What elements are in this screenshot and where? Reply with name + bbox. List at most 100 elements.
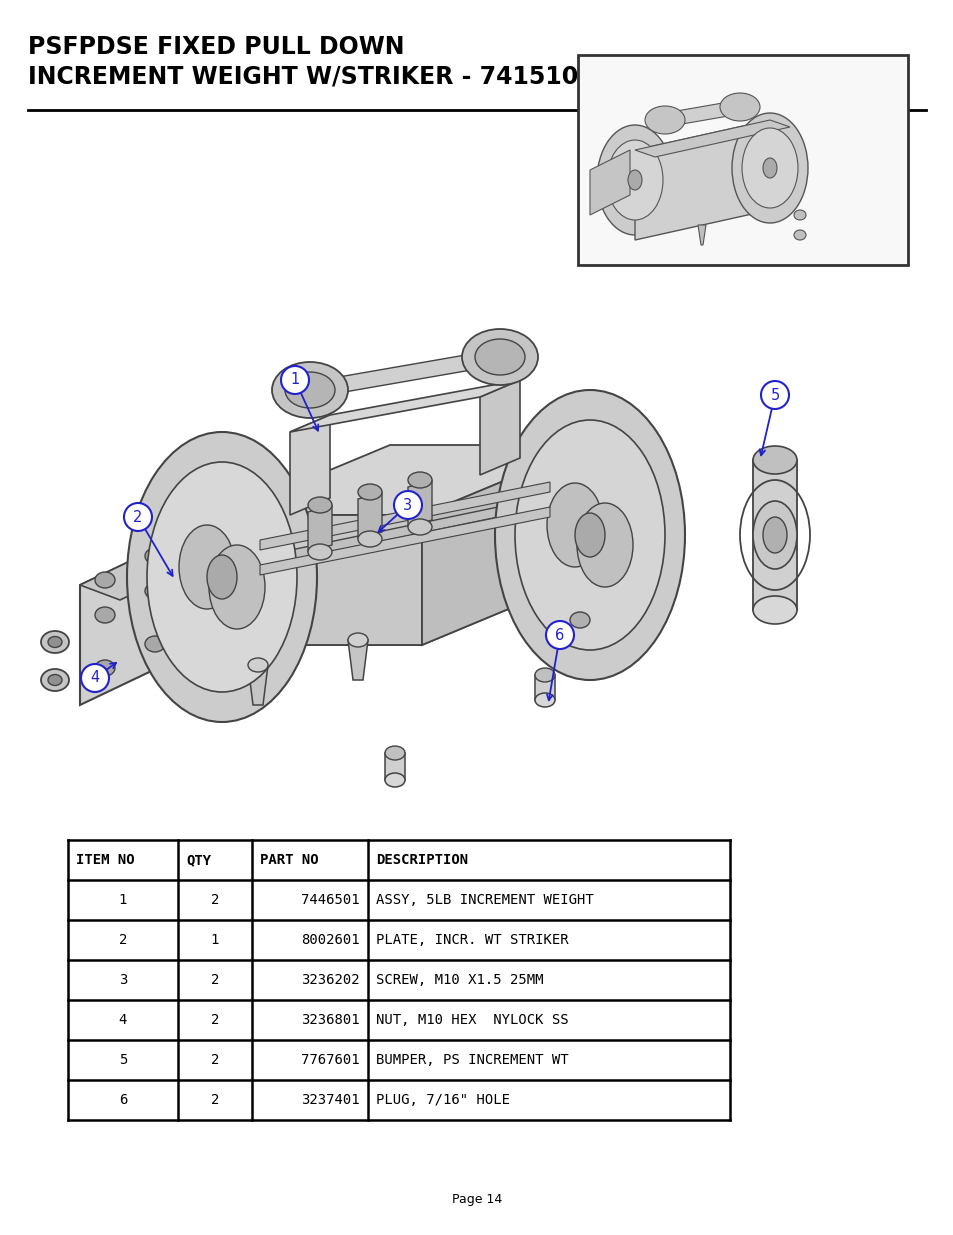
Ellipse shape xyxy=(577,503,633,587)
Ellipse shape xyxy=(207,555,236,599)
Text: 2: 2 xyxy=(211,1053,219,1067)
FancyBboxPatch shape xyxy=(578,56,907,266)
Ellipse shape xyxy=(145,548,165,564)
Polygon shape xyxy=(698,225,705,245)
Polygon shape xyxy=(752,459,796,610)
Text: QTY: QTY xyxy=(186,853,211,867)
Circle shape xyxy=(394,492,421,519)
Ellipse shape xyxy=(209,545,265,629)
Ellipse shape xyxy=(495,390,684,680)
Text: 1: 1 xyxy=(211,932,219,947)
Text: INCREMENT WEIGHT W/STRIKER - 7415101: INCREMENT WEIGHT W/STRIKER - 7415101 xyxy=(28,65,594,89)
Ellipse shape xyxy=(95,659,115,676)
Ellipse shape xyxy=(95,606,115,622)
Ellipse shape xyxy=(357,531,381,547)
Polygon shape xyxy=(222,515,421,645)
Polygon shape xyxy=(589,149,629,215)
Polygon shape xyxy=(535,676,555,700)
Polygon shape xyxy=(348,640,368,680)
Ellipse shape xyxy=(720,93,760,121)
Ellipse shape xyxy=(741,128,797,207)
Polygon shape xyxy=(222,576,589,645)
Ellipse shape xyxy=(461,329,537,385)
Polygon shape xyxy=(80,535,185,705)
Polygon shape xyxy=(421,445,589,645)
Circle shape xyxy=(81,664,109,692)
Polygon shape xyxy=(408,480,432,527)
Ellipse shape xyxy=(475,338,524,375)
Text: NUT, M10 HEX  NYLOCK SS: NUT, M10 HEX NYLOCK SS xyxy=(375,1013,568,1028)
Text: 3237401: 3237401 xyxy=(301,1093,359,1107)
Circle shape xyxy=(281,366,309,394)
Polygon shape xyxy=(479,380,519,475)
Text: 3236801: 3236801 xyxy=(301,1013,359,1028)
Ellipse shape xyxy=(535,668,555,682)
Ellipse shape xyxy=(41,631,69,653)
Ellipse shape xyxy=(515,420,664,650)
Circle shape xyxy=(124,503,152,531)
Text: 2: 2 xyxy=(133,510,143,525)
Polygon shape xyxy=(260,508,550,576)
Ellipse shape xyxy=(357,484,381,500)
Ellipse shape xyxy=(348,634,368,647)
Text: 1: 1 xyxy=(119,893,127,906)
Ellipse shape xyxy=(385,773,405,787)
Ellipse shape xyxy=(627,170,641,190)
Ellipse shape xyxy=(41,669,69,692)
Text: 7767601: 7767601 xyxy=(301,1053,359,1067)
Ellipse shape xyxy=(606,140,662,220)
Polygon shape xyxy=(222,445,589,515)
Polygon shape xyxy=(635,120,769,240)
Ellipse shape xyxy=(575,513,604,557)
Text: 8002601: 8002601 xyxy=(301,932,359,947)
Ellipse shape xyxy=(385,746,405,760)
Ellipse shape xyxy=(308,543,332,559)
Text: 6: 6 xyxy=(555,627,564,642)
Polygon shape xyxy=(290,380,519,432)
Ellipse shape xyxy=(179,525,234,609)
Text: PART NO: PART NO xyxy=(260,853,318,867)
Ellipse shape xyxy=(752,446,796,474)
Text: 3: 3 xyxy=(119,973,127,987)
Ellipse shape xyxy=(752,501,796,569)
Ellipse shape xyxy=(147,462,296,692)
Text: 6: 6 xyxy=(119,1093,127,1107)
Ellipse shape xyxy=(731,112,807,224)
Text: PLUG, 7/16" HOLE: PLUG, 7/16" HOLE xyxy=(375,1093,510,1107)
Ellipse shape xyxy=(762,158,776,178)
Polygon shape xyxy=(248,664,268,705)
Ellipse shape xyxy=(597,125,672,235)
Text: Page 14: Page 14 xyxy=(452,1193,501,1207)
Text: 2: 2 xyxy=(119,932,127,947)
Text: 7446501: 7446501 xyxy=(301,893,359,906)
Text: DESCRIPTION: DESCRIPTION xyxy=(375,853,468,867)
Polygon shape xyxy=(664,100,740,127)
Ellipse shape xyxy=(145,583,165,599)
Text: 5: 5 xyxy=(770,388,779,403)
Polygon shape xyxy=(310,350,499,398)
Polygon shape xyxy=(180,490,579,583)
Ellipse shape xyxy=(127,432,316,722)
Text: 2: 2 xyxy=(211,1013,219,1028)
Ellipse shape xyxy=(48,674,62,685)
Circle shape xyxy=(760,382,788,409)
Ellipse shape xyxy=(546,483,602,567)
Ellipse shape xyxy=(762,517,786,553)
Text: PSFPDSE FIXED PULL DOWN: PSFPDSE FIXED PULL DOWN xyxy=(28,35,404,59)
Text: 2: 2 xyxy=(211,893,219,906)
Text: ITEM NO: ITEM NO xyxy=(76,853,134,867)
Ellipse shape xyxy=(308,496,332,513)
Text: 4: 4 xyxy=(91,671,99,685)
Polygon shape xyxy=(357,492,381,538)
Ellipse shape xyxy=(793,230,805,240)
Polygon shape xyxy=(635,120,789,157)
Ellipse shape xyxy=(272,362,348,417)
Text: 2: 2 xyxy=(211,973,219,987)
Polygon shape xyxy=(308,505,332,552)
Polygon shape xyxy=(385,753,405,781)
Ellipse shape xyxy=(48,636,62,647)
Ellipse shape xyxy=(793,210,805,220)
Text: SCREW, M10 X1.5 25MM: SCREW, M10 X1.5 25MM xyxy=(375,973,543,987)
Text: 2: 2 xyxy=(211,1093,219,1107)
Polygon shape xyxy=(80,535,225,600)
